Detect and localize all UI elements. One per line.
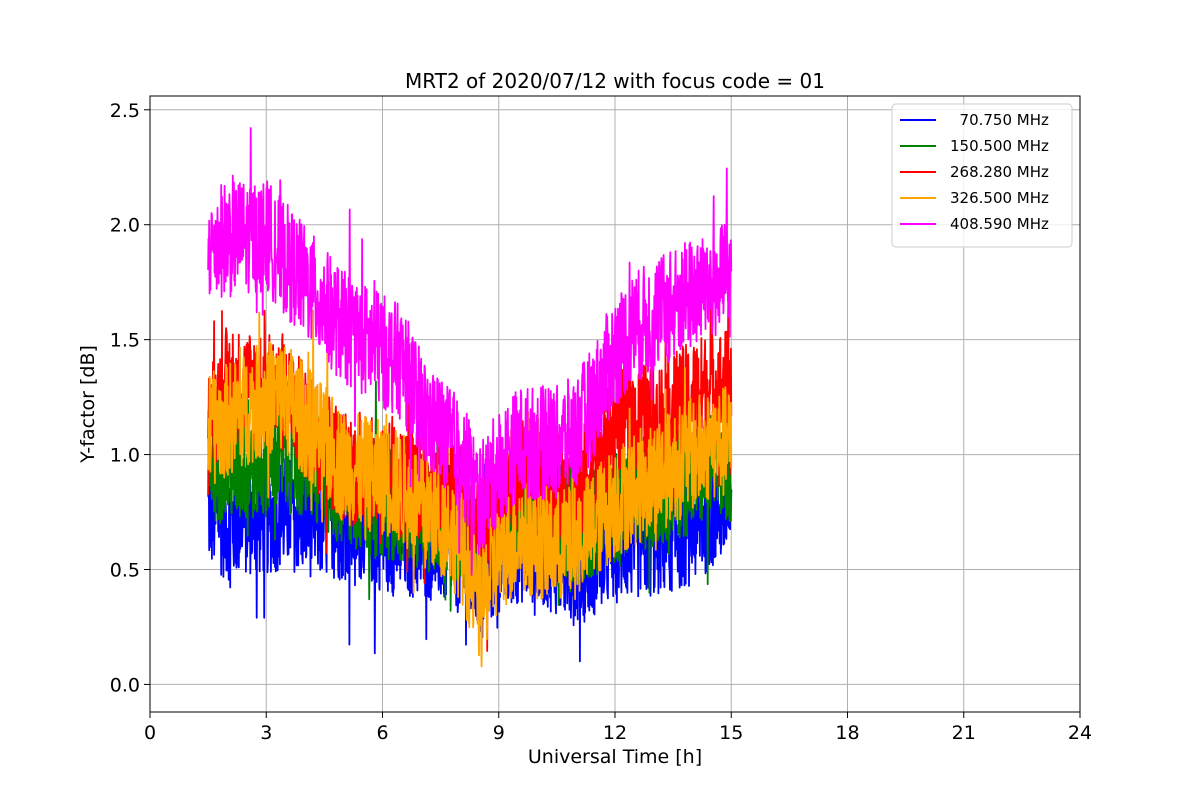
y-axis-title: Y-factor [dB] (77, 345, 99, 464)
x-tick-label: 0 (144, 722, 156, 744)
y-tick-label: 1.0 (110, 445, 140, 467)
y-tick-label: 1.5 (110, 330, 140, 352)
x-tick-label: 12 (603, 722, 627, 744)
x-tick-label: 3 (260, 722, 272, 744)
legend-box (891, 103, 1073, 248)
legend: 70.750 MHz 150.500 MHz 268.280 MHz 326.500 … (891, 103, 1073, 248)
x-tick-label: 18 (835, 722, 859, 744)
x-tick-label: 21 (952, 722, 976, 744)
legend-label: 70.750 MHz (950, 111, 1049, 129)
x-tick-label: 24 (1068, 722, 1092, 744)
legend-label: 408.590 MHz (950, 215, 1049, 233)
legend-label: 326.500 MHz (950, 189, 1049, 207)
y-tick-label: 2.0 (110, 215, 140, 237)
x-axis-title: Universal Time [h] (528, 746, 702, 768)
x-tick-label: 15 (719, 722, 743, 744)
chart-title: MRT2 of 2020/07/12 with focus code = 01 (405, 69, 825, 93)
series-line (207, 309, 733, 668)
plot-lines (207, 127, 733, 668)
y-tick-label: 0.0 (110, 674, 140, 696)
legend-label: 150.500 MHz (950, 137, 1049, 155)
axis-ticks: 0 3 6 9 12 15 18 21 24 0.0 0.5 1.0 1.5 2.0 2.5 (110, 100, 1092, 744)
legend-label: 268.280 MHz (950, 163, 1049, 181)
x-tick-label: 6 (376, 722, 388, 744)
y-tick-label: 0.5 (110, 559, 140, 581)
series-line (207, 127, 733, 576)
y-tick-label: 2.5 (110, 100, 140, 122)
x-tick-label: 9 (493, 722, 505, 744)
